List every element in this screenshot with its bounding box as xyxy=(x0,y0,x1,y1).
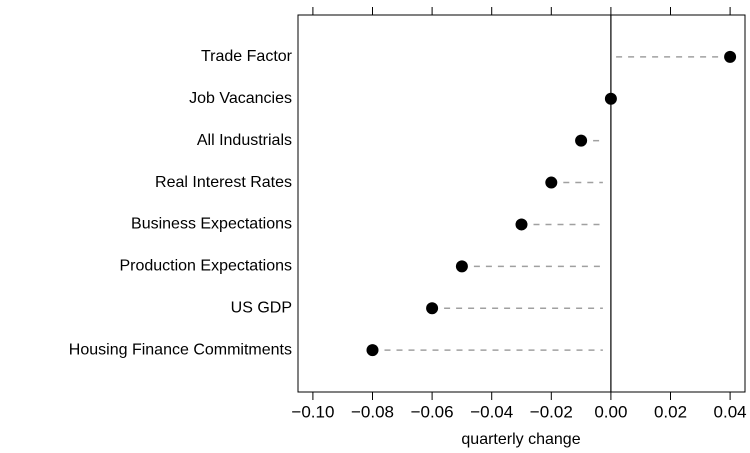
category-label: Trade Factor xyxy=(201,48,293,65)
dot xyxy=(366,344,379,357)
x-tick-label: −0.06 xyxy=(411,402,454,421)
category-label: All Industrials xyxy=(197,132,292,149)
x-tick-label: 0.04 xyxy=(714,402,747,421)
x-tick-label: 0.00 xyxy=(594,402,627,421)
dot xyxy=(604,92,617,105)
dot xyxy=(515,218,528,231)
dot xyxy=(455,260,468,273)
category-label: Housing Finance Commitments xyxy=(69,341,292,358)
category-label: US GDP xyxy=(231,299,292,316)
dot xyxy=(724,50,737,63)
x-tick-label: −0.02 xyxy=(530,402,573,421)
x-tick-label: 0.02 xyxy=(654,402,687,421)
dot xyxy=(426,302,439,315)
plot-frame xyxy=(297,14,746,393)
x-tick-label: −0.08 xyxy=(351,402,394,421)
dot xyxy=(545,176,558,189)
category-label: Real Interest Rates xyxy=(155,174,292,191)
category-label: Business Expectations xyxy=(131,216,292,233)
x-axis-label: quarterly change xyxy=(461,431,580,448)
category-label: Job Vacancies xyxy=(189,90,292,107)
dot xyxy=(575,134,588,147)
category-label: Production Expectations xyxy=(119,258,292,275)
x-tick-label: −0.10 xyxy=(291,402,334,421)
x-tick-label: −0.04 xyxy=(470,402,513,421)
